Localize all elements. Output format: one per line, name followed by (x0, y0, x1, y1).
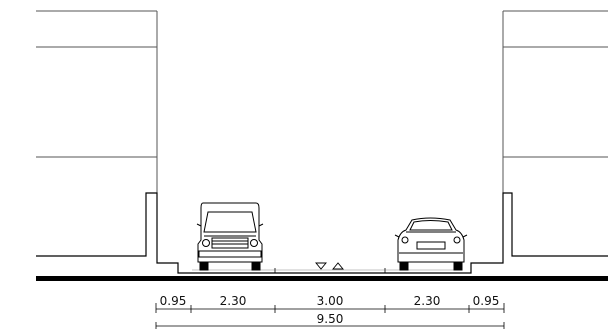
left-building (36, 10, 158, 193)
right-building (502, 10, 608, 193)
dim-sidewalk-left: 0.95 (160, 294, 187, 308)
ground-band (36, 276, 608, 281)
road-profile (36, 192, 608, 274)
road-axis-triangles-icon (315, 262, 344, 270)
dimension-line (155, 303, 505, 329)
car-icon (394, 217, 468, 271)
dim-sidewalk-right: 0.95 (473, 294, 500, 308)
dim-lane-left: 2.30 (220, 294, 247, 308)
dim-center: 3.00 (317, 294, 344, 308)
dim-total: 9.50 (317, 312, 344, 326)
dim-lane-right: 2.30 (414, 294, 441, 308)
lane-marks (274, 268, 386, 273)
van-icon (196, 202, 264, 271)
